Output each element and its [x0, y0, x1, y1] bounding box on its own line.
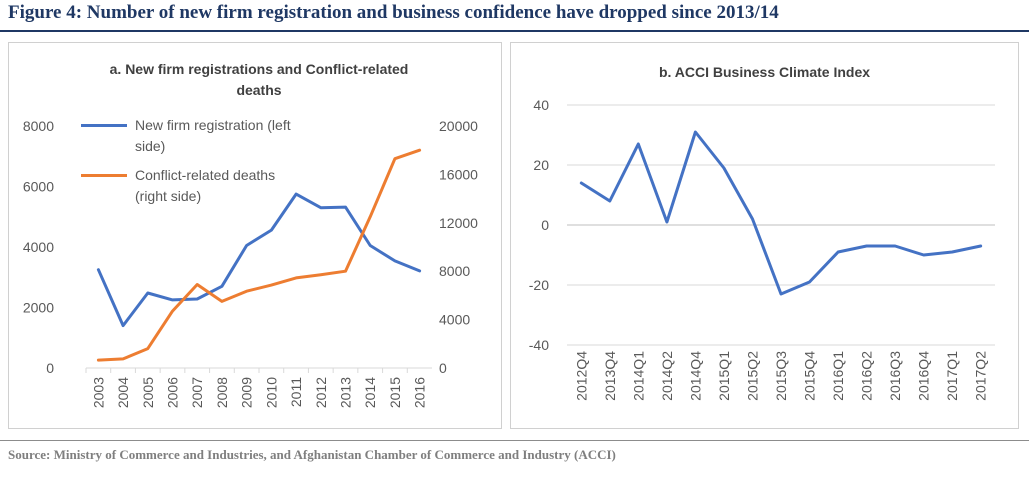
- x-tick-label-b: 2015Q2: [744, 351, 760, 401]
- x-tick-label-b: 2012Q4: [573, 351, 589, 401]
- y-left-tick-label: 8000: [23, 118, 54, 134]
- x-tick-label-b: 2016Q2: [859, 351, 875, 401]
- legend-label-deaths-line-1: Conflict-related deaths: [135, 167, 276, 183]
- chart-panel-b: -40 -20 0 20 40 2012Q4 2013Q4 2014Q1 2014Q2 2014Q…: [510, 42, 1019, 429]
- series-line-conflict-deaths: [96, 148, 422, 362]
- x-tick-label-b: 2013Q4: [602, 351, 618, 401]
- y-tick-label-b: -40: [529, 337, 549, 353]
- y-right-tick-label: 8000: [439, 263, 470, 279]
- y-tick-label-b: 0: [541, 217, 549, 233]
- chart-a-title-line-1: a. New firm registrations and Conflict-r…: [109, 61, 409, 77]
- y-tick-label-b: -20: [529, 277, 549, 293]
- chart-panel-a: 0 2000 4000 6000 8000 0 4000 8000 12000 16000 2000…: [8, 42, 502, 429]
- x-tick-label-b: 2015Q4: [802, 351, 818, 401]
- y-left-tick-label: 0: [46, 360, 54, 376]
- y-tick-label-b: 20: [533, 157, 549, 173]
- x-tick-label-a: 2010: [263, 377, 279, 408]
- y-tick-label-b: 40: [533, 97, 549, 113]
- y-left-tick-label: 2000: [23, 300, 54, 316]
- x-tick-label-b: 2014Q4: [687, 351, 703, 401]
- y-right-tick-label: 0: [439, 360, 447, 376]
- x-tick-label-a: 2003: [90, 377, 106, 408]
- chart-a-svg: 0 2000 4000 6000 8000 0 4000 8000 12000 16000 2000…: [23, 118, 478, 408]
- x-tick-label-a: 2006: [165, 377, 181, 408]
- x-tick-label-b: 2017Q2: [973, 351, 989, 401]
- x-tick-label-a: 2007: [189, 377, 205, 408]
- chart-a-title: a. New firm registrations and Conflict-r…: [69, 59, 449, 101]
- source-note: Source: Ministry of Commerce and Industr…: [8, 447, 616, 462]
- chart-a-title-line-2: deaths: [236, 82, 282, 98]
- x-tick-label-a: 2013: [338, 377, 354, 408]
- x-tick-label-a: 2004: [115, 377, 131, 408]
- x-tick-label-b: 2014Q1: [630, 351, 646, 401]
- chart-a-legend: New firm registration (left side) Confli…: [53, 115, 313, 215]
- x-tick-label-a: 2016: [412, 377, 428, 408]
- x-tick-label-b: 2016Q1: [830, 351, 846, 401]
- legend-label-firm-line-1: New firm registration (left: [135, 117, 291, 133]
- legend-swatch-blue: [81, 124, 127, 127]
- x-tick-label-b: 2015Q1: [716, 351, 732, 401]
- x-tick-label-b: 2016Q3: [887, 351, 903, 401]
- x-tick-label-a: 2005: [140, 377, 156, 408]
- legend-item-conflict-deaths: Conflict-related deaths (right side): [53, 165, 313, 207]
- series-line-business-climate: [579, 130, 983, 296]
- x-tick-label-a: 2012: [313, 377, 329, 408]
- x-tick-label-b: 2016Q4: [916, 351, 932, 401]
- x-tick-label-b: 2015Q3: [773, 351, 789, 401]
- source-rule: [0, 440, 1029, 441]
- legend-item-firm-registration: New firm registration (left side): [53, 115, 313, 157]
- x-tick-label-a: 2014: [362, 377, 378, 408]
- chart-b-svg: -40 -20 0 20 40 2012Q4 2013Q4 2014Q1 2014Q2 2014Q…: [529, 97, 995, 401]
- series-line-firm-registration: [96, 192, 422, 328]
- x-tick-label-b: 2017Q1: [944, 351, 960, 401]
- y-right-tick-label: 16000: [439, 166, 478, 182]
- x-tick-label-b: 2014Q2: [659, 351, 675, 401]
- x-tick-label-a: 2008: [214, 377, 230, 408]
- title-rule: [0, 30, 1029, 32]
- x-tick-label-a: 2009: [239, 377, 255, 408]
- legend-label-firm-line-2: side): [135, 138, 166, 154]
- legend-label-deaths-line-2: (right side): [135, 188, 202, 204]
- x-tick-label-a: 2011: [288, 377, 304, 407]
- y-right-tick-label: 12000: [439, 215, 478, 231]
- y-left-tick-label: 6000: [23, 179, 54, 195]
- y-left-tick-label: 4000: [23, 239, 54, 255]
- legend-swatch-orange: [81, 174, 127, 177]
- y-right-tick-label: 20000: [439, 118, 478, 134]
- y-right-tick-label: 4000: [439, 312, 470, 328]
- x-tick-label-a: 2015: [387, 377, 403, 408]
- figure-title: Figure 4: Number of new firm registratio…: [8, 2, 779, 23]
- chart-b-title: b. ACCI Business Climate Index: [658, 64, 871, 80]
